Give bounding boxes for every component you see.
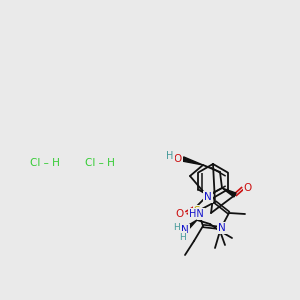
Text: N: N <box>181 225 189 235</box>
Text: HN: HN <box>189 209 204 219</box>
Polygon shape <box>184 220 197 231</box>
Text: O: O <box>176 209 184 219</box>
Text: O: O <box>174 154 182 164</box>
Text: H: H <box>166 151 174 161</box>
Text: Cl – H: Cl – H <box>30 158 60 168</box>
Text: S: S <box>194 206 200 216</box>
Text: Cl – H: Cl – H <box>85 158 115 168</box>
Polygon shape <box>222 188 236 197</box>
Text: N: N <box>204 192 212 202</box>
Text: H: H <box>180 232 186 242</box>
Text: N: N <box>218 223 226 233</box>
Polygon shape <box>182 157 203 165</box>
Text: H: H <box>172 223 179 232</box>
Text: O: O <box>244 183 252 193</box>
